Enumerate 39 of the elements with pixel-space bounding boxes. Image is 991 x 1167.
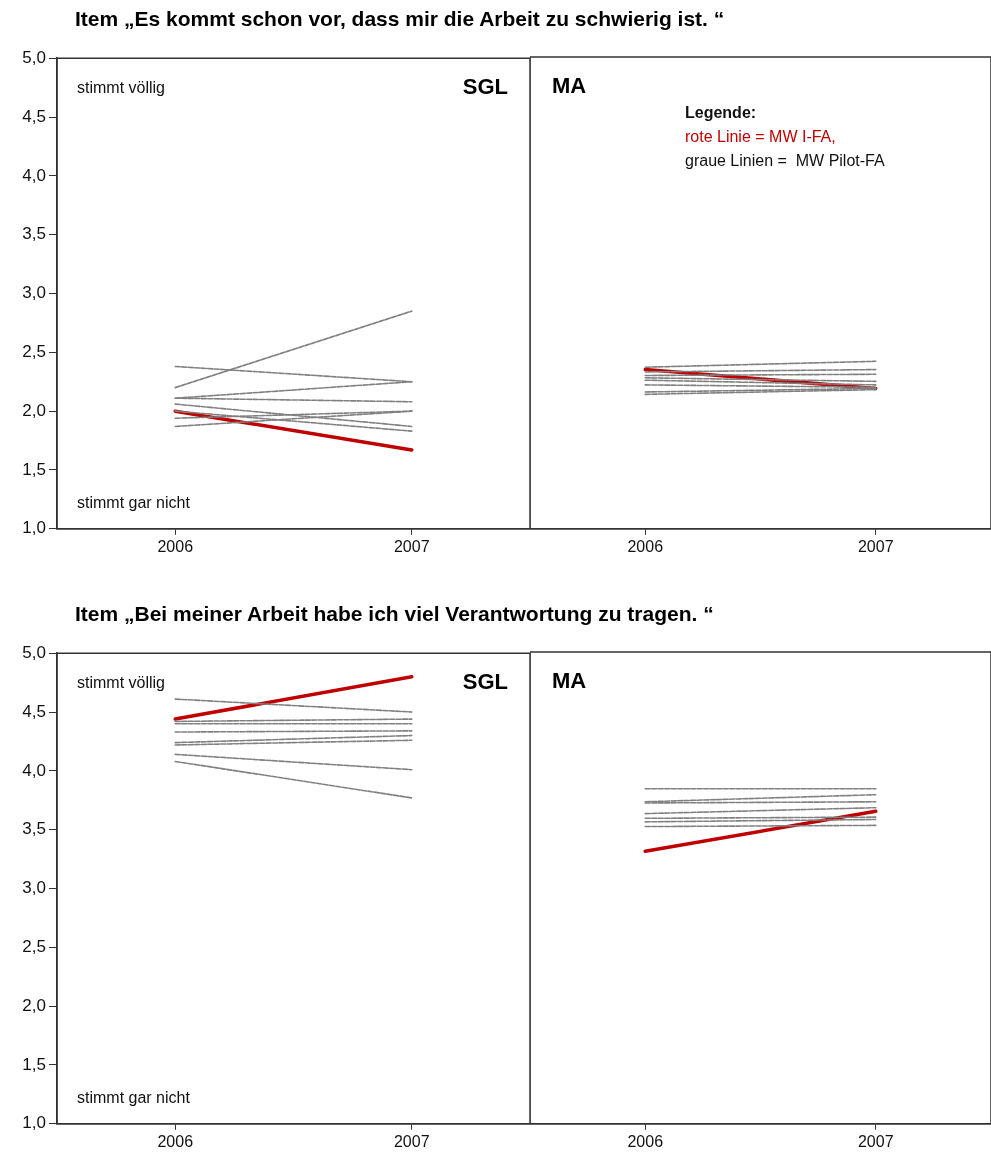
chart-title: Item „Bei meiner Arbeit habe ich viel Verantwortung zu tragen. “ — [74, 601, 715, 627]
y-tick-label: 5,0 — [22, 47, 46, 67]
annotation: stimmt völlig — [77, 673, 166, 691]
x-tick-label: 2007 — [393, 1132, 430, 1150]
y-tick-label: 4,5 — [22, 106, 46, 126]
text: SGL — [462, 74, 508, 100]
y-tick-label: 1,5 — [22, 459, 46, 479]
annotation: stimmt gar nicht — [77, 1089, 191, 1107]
annotation: stimmt gar nicht — [77, 494, 191, 512]
x-tick-label: 2007 — [393, 537, 430, 555]
y-tick-label: 2,0 — [22, 995, 46, 1015]
text: SGL — [462, 669, 508, 695]
y-tick-label: 4,0 — [22, 760, 46, 780]
y-tick-label: 1,0 — [22, 1113, 46, 1133]
y-tick-label: 3,5 — [22, 819, 46, 839]
x-tick-label: 2006 — [627, 1132, 664, 1150]
x-tick-label: 2006 — [627, 537, 664, 555]
annotation: stimmt völlig — [77, 78, 166, 96]
x-tick-label: 2007 — [857, 1132, 894, 1150]
annotation: graue Linien = MW Pilot-FA — [685, 152, 885, 170]
y-tick-label: 2,0 — [22, 400, 46, 420]
y-tick-label: 2,5 — [22, 342, 46, 362]
x-tick-label: 2007 — [857, 537, 894, 555]
chart-title: Item „Es kommt schon vor, dass mir die Arbeit zu schwierig ist. “ — [74, 6, 726, 32]
annotation: Legende: — [685, 104, 757, 122]
x-tick-label: 2006 — [157, 1132, 194, 1150]
y-tick-label: 1,5 — [22, 1054, 46, 1074]
annotation: rote Linie = MW I-FA, — [685, 128, 836, 146]
y-tick-label: 2,5 — [22, 937, 46, 957]
y-tick-label: 3,0 — [22, 283, 46, 303]
y-tick-label: 5,0 — [22, 642, 46, 662]
text: MA — [552, 73, 587, 99]
y-tick-label: 4,5 — [22, 701, 46, 721]
text: MA — [552, 668, 587, 694]
y-tick-label: 4,0 — [22, 165, 46, 185]
y-tick-label: 3,5 — [22, 224, 46, 244]
y-tick-label: 3,0 — [22, 878, 46, 898]
y-tick-label: 1,0 — [22, 518, 46, 538]
x-tick-label: 2006 — [157, 537, 194, 555]
